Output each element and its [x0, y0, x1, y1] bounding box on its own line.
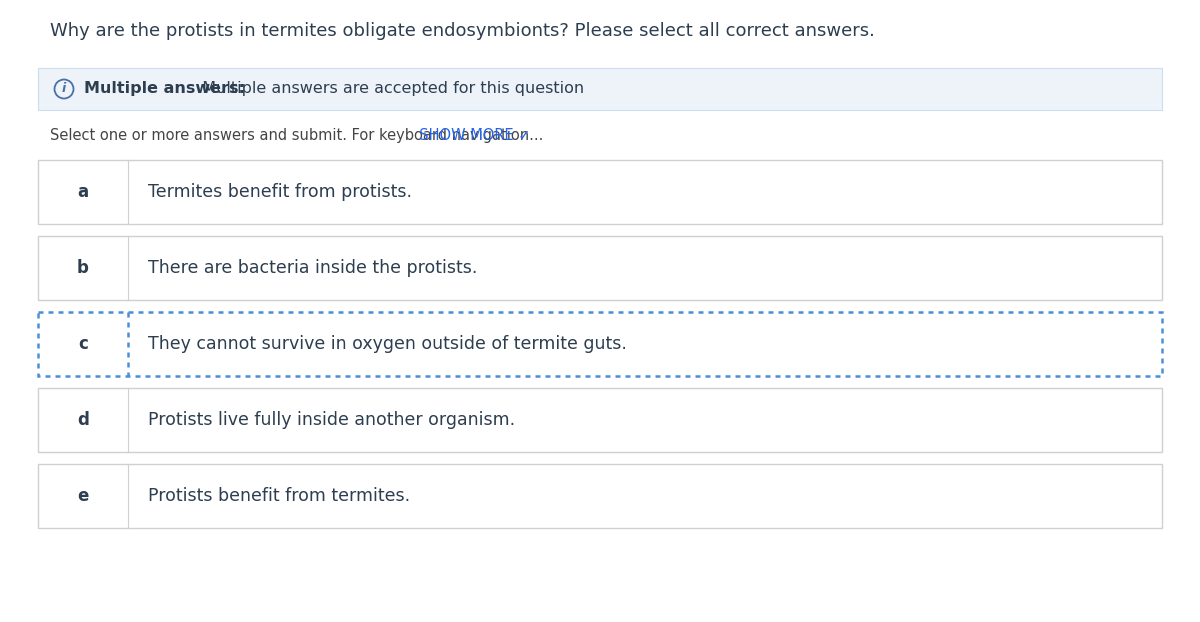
Text: They cannot survive in oxygen outside of termite guts.: They cannot survive in oxygen outside of…	[148, 335, 626, 353]
Text: i: i	[62, 83, 66, 96]
Text: Protists live fully inside another organism.: Protists live fully inside another organ…	[148, 411, 515, 429]
FancyBboxPatch shape	[38, 236, 1162, 300]
Text: a: a	[78, 183, 89, 201]
Text: SHOW MORE ✓: SHOW MORE ✓	[410, 128, 530, 143]
Text: c: c	[78, 335, 88, 353]
FancyBboxPatch shape	[38, 160, 1162, 224]
Text: e: e	[77, 487, 89, 505]
Text: Why are the protists in termites obligate endosymbionts? Please select all corre: Why are the protists in termites obligat…	[50, 22, 875, 40]
Text: b: b	[77, 259, 89, 277]
FancyBboxPatch shape	[38, 68, 1162, 110]
Text: There are bacteria inside the protists.: There are bacteria inside the protists.	[148, 259, 478, 277]
Text: Termites benefit from protists.: Termites benefit from protists.	[148, 183, 412, 201]
FancyBboxPatch shape	[38, 464, 1162, 528]
FancyBboxPatch shape	[38, 312, 1162, 376]
Text: Protists benefit from termites.: Protists benefit from termites.	[148, 487, 410, 505]
Text: Multiple answers:: Multiple answers:	[84, 81, 245, 96]
Text: Multiple answers are accepted for this question: Multiple answers are accepted for this q…	[192, 81, 584, 96]
Text: d: d	[77, 411, 89, 429]
FancyBboxPatch shape	[38, 388, 1162, 452]
Text: Select one or more answers and submit. For keyboard navigation...: Select one or more answers and submit. F…	[50, 128, 544, 143]
